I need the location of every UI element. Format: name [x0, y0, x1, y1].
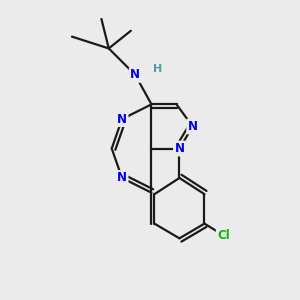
Text: N: N [174, 142, 184, 155]
Text: N: N [117, 112, 127, 126]
Text: N: N [117, 172, 127, 184]
Text: N: N [130, 68, 140, 81]
Text: H: H [153, 64, 162, 74]
Text: Cl: Cl [217, 229, 230, 242]
Text: N: N [188, 120, 198, 133]
